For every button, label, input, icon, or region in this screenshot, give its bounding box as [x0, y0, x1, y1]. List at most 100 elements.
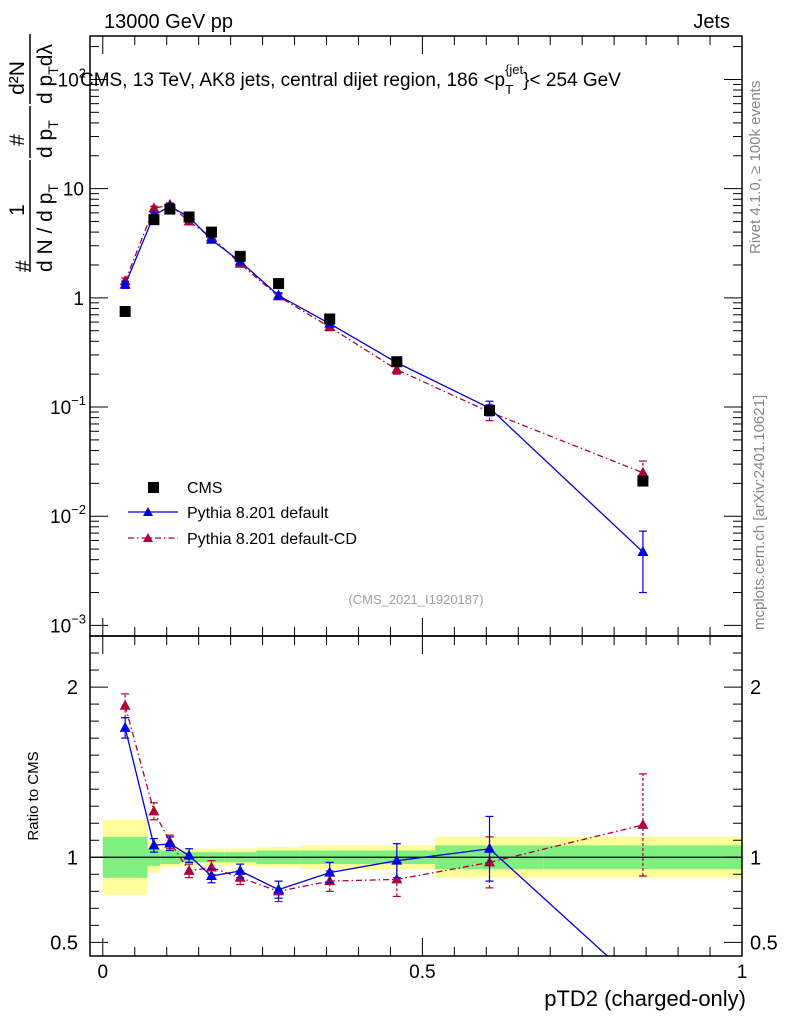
default-marker [119, 278, 131, 289]
cd-ratio-marker [148, 805, 160, 816]
cd-marker [637, 466, 649, 477]
ratio-panel: 0.5 0.51 12 20 0.5 1 Ratio to CMS pTD2 (charg… [25, 635, 778, 1011]
analysis-watermark: (CMS_2021_I1920187) [348, 592, 483, 607]
cd-ratio-marker [391, 873, 403, 884]
main-ytick-base: 10 [63, 180, 84, 201]
main-ytick-exp: −1 [71, 393, 86, 408]
ylabel-den-2-main: d p [34, 129, 57, 158]
default-marker [637, 546, 649, 557]
cd-series-line [124, 204, 644, 474]
ylabel-den-1: d N / d pT [34, 184, 61, 272]
cms-marker [391, 356, 403, 368]
ylabel-den-1-main: d N / d p [34, 193, 57, 272]
main-ytick-label: 10−1 [50, 393, 86, 419]
ratio-ytick-label-right: 2 [750, 677, 761, 699]
default-ratio-marker [205, 870, 217, 880]
main-ytick-base: 10 [58, 70, 79, 91]
cms-marker [148, 214, 160, 226]
ylabel-den-1-sub: T [45, 184, 61, 193]
main-ylabel: # 1 d N / d pT # d pT d²N d pTdλ [6, 34, 61, 272]
cms-marker [164, 203, 176, 215]
ratio-axis-ticks: 0.5 0.51 12 20 0.5 1 [50, 636, 778, 983]
ratio-ytick-label: 2 [67, 677, 78, 699]
default-marker [273, 289, 285, 300]
main-ytick-base: 1 [73, 289, 84, 310]
legend-default-marker [143, 507, 153, 516]
ratio-ytick-label: 0.5 [50, 932, 78, 954]
cms-marker [637, 475, 649, 487]
default-ratio-marker [148, 839, 160, 850]
header-left: 13000 GeV pp [104, 11, 233, 33]
rivet-label: Rivet 4.1.0, ≥ 100k events [747, 81, 764, 254]
ylabel-den-3-end: dλ [34, 44, 57, 67]
ylabel-num-1: 1 [6, 204, 29, 216]
ratio-xtick-label: 0.5 [409, 962, 435, 983]
main-ytick-exp: −2 [71, 502, 86, 517]
ylabel-hash-1: # [12, 260, 35, 272]
cd-ratio-marker [119, 699, 131, 710]
legend: CMS Pythia 8.201 default Pythia 8.201 de… [128, 480, 357, 548]
ratio-ytick-label-right: 1 [750, 847, 761, 869]
default-ratio-marker [164, 837, 176, 848]
default-series-line [124, 205, 644, 553]
default-ratio-marker [484, 842, 496, 853]
default-ratio-marker [324, 866, 336, 877]
ylabel-den-2-sub: T [45, 120, 61, 129]
main-ytick-label: 102 [58, 65, 86, 91]
legend-cms-marker [148, 482, 159, 493]
mcplots-label: mcplots.cern.ch [arXiv:2401.10621] [751, 395, 768, 630]
main-ytick-label: 10−2 [50, 502, 86, 528]
main-ytick-base: 10 [50, 398, 71, 419]
main-ytick-base: 10 [50, 616, 71, 637]
legend-cd-marker [143, 533, 153, 542]
ratio-data-marks [119, 693, 649, 956]
ylabel-num-2: # [6, 134, 29, 146]
cms-marker [273, 278, 285, 290]
default-ratio-marker [183, 849, 195, 860]
default-ratio-marker [273, 883, 285, 894]
ylabel-den-3-sub: T [45, 66, 61, 75]
main-ytick-label: 1 [73, 289, 84, 310]
main-title: CMS, 13 TeV, AK8 jets, central dijet reg… [80, 62, 621, 97]
main-title-suffix: }< 254 GeV [523, 70, 621, 91]
main-ytick-base: 10 [50, 507, 71, 528]
xlabel: pTD2 (charged-only) [544, 986, 746, 1011]
default-ratio-marker [234, 864, 246, 875]
cms-marker [119, 305, 131, 317]
ratio-frame [89, 635, 743, 957]
default-marker [205, 233, 217, 244]
main-data-marks [119, 198, 649, 594]
cms-marker [183, 211, 195, 223]
main-title-sup: {jet [505, 62, 523, 77]
ratio-ylabel: Ratio to CMS [25, 751, 42, 840]
ratio-xtick-label: 1 [737, 962, 748, 983]
legend-default-label: Pythia 8.201 default [187, 505, 329, 522]
main-ytick-exp: 2 [79, 65, 86, 80]
ylabel-num-3: d²N [6, 61, 29, 95]
ratio-clipped-marks [119, 693, 649, 956]
cd-ratio-marker [637, 818, 649, 829]
ratio-xtick-label: 0 [97, 962, 108, 983]
ylabel-den-3: d pTdλ [34, 44, 61, 104]
cd-marker [391, 363, 403, 374]
main-ytick-label: 10 [63, 180, 84, 201]
legend-cd-label: Pythia 8.201 default-CD [187, 531, 357, 548]
cms-marker [205, 226, 217, 238]
ylabel-den-2: d pT [34, 120, 61, 158]
main-ytick-label: 10−3 [50, 611, 86, 637]
default-ratio-marker [119, 721, 131, 732]
ratio-ytick-label-right: 0.5 [750, 932, 778, 954]
ratio-ytick-label: 1 [67, 847, 78, 869]
main-title-sub: T [505, 82, 513, 97]
cd-marker [148, 202, 160, 213]
main-title-prefix: CMS, 13 TeV, AK8 jets, central dijet reg… [80, 70, 505, 91]
cms-marker [324, 313, 336, 325]
default-ratio-marker [391, 854, 403, 865]
ylabel-den-3-main: d p [34, 75, 57, 104]
cms-marker [484, 404, 496, 416]
legend-cms-label: CMS [187, 480, 223, 497]
cd-ratio-marker [183, 864, 195, 875]
